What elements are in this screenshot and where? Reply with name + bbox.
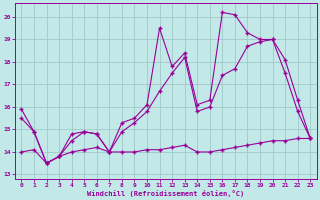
- X-axis label: Windchill (Refroidissement éolien,°C): Windchill (Refroidissement éolien,°C): [87, 190, 244, 197]
